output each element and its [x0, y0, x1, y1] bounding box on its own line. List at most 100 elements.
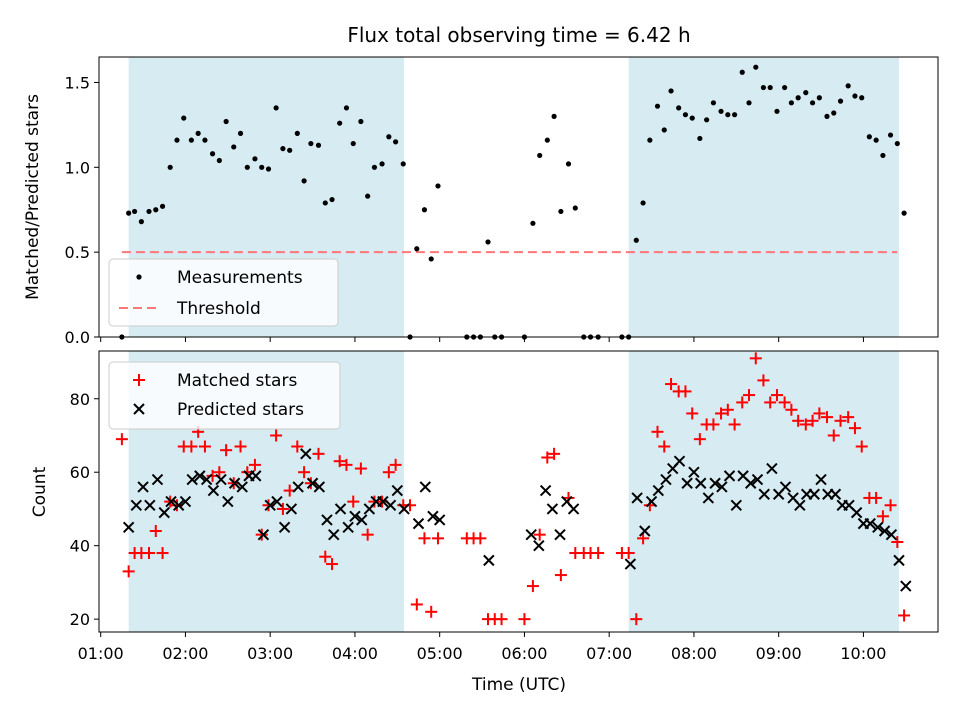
measurement-point — [252, 156, 258, 162]
measurement-point — [386, 134, 392, 140]
predicted-star-point — [533, 539, 545, 552]
predicted-star-point — [900, 580, 912, 592]
predicted-star-point — [342, 521, 354, 534]
predicted-star-point — [624, 558, 637, 570]
predicted-star-point — [723, 470, 736, 482]
measurement-point — [753, 64, 759, 70]
measurement-point — [237, 130, 244, 136]
matched-star-point — [658, 440, 671, 453]
top-legend: Measurements Threshold — [108, 258, 339, 327]
bottom-legend-box — [108, 361, 341, 430]
matched-star-point — [361, 528, 374, 541]
matched-star-point — [340, 458, 353, 471]
matched-star-point — [813, 407, 826, 420]
matched-star-point — [770, 389, 783, 402]
predicted-star-point — [313, 481, 326, 493]
predicted-star-point — [349, 510, 361, 523]
matched-star-point — [630, 613, 643, 626]
predicted-star-point — [165, 495, 177, 508]
bottom-shaded-span-1 — [628, 351, 900, 632]
bottom-y-axis-label: Count — [30, 466, 50, 517]
measurement-point — [710, 100, 717, 106]
legend-marker-predicted — [133, 403, 145, 415]
measurement-point — [287, 147, 293, 153]
predicted-star-point — [483, 554, 495, 567]
predicted-star-point — [815, 473, 827, 486]
legend-label-threshold: Threshold — [176, 299, 261, 319]
matched-star-point — [541, 451, 554, 464]
matched-star-point — [743, 389, 756, 402]
chart-title: Flux total observing time = 6.42 h — [347, 23, 690, 47]
predicted-stars-series — [122, 448, 912, 592]
measurement-point — [788, 100, 794, 106]
measurement-point — [280, 146, 286, 152]
predicted-star-point — [645, 495, 658, 508]
matched-star-point — [213, 466, 226, 479]
matched-star-point — [198, 440, 211, 453]
measurement-point — [760, 84, 767, 91]
predicted-star-point — [222, 495, 234, 508]
measurement-point — [558, 208, 564, 215]
measurement-point — [393, 139, 399, 145]
measurement-point — [866, 134, 872, 140]
predicted-star-point — [702, 492, 715, 504]
measurement-point — [852, 93, 858, 99]
predicted-star-point — [681, 477, 693, 489]
predicted-star-point — [200, 473, 213, 486]
predicted-star-point — [673, 455, 686, 467]
measurement-point — [485, 239, 491, 245]
matched-star-point — [848, 422, 861, 435]
matched-star-point — [333, 455, 346, 468]
predicted-star-point — [306, 477, 319, 489]
predicted-star-point — [433, 514, 446, 526]
matched-star-point — [389, 458, 402, 471]
matched-star-point — [728, 418, 741, 431]
measurement-point — [421, 207, 428, 213]
predicted-star-point — [300, 448, 312, 460]
matched-star-point — [347, 495, 360, 508]
legend-marker-matched — [133, 374, 145, 386]
bottom-y-tick-label: 80 — [70, 390, 90, 409]
predicted-star-point — [172, 499, 185, 511]
measurement-point — [880, 152, 886, 159]
predicted-star-point — [391, 484, 404, 497]
measurement-point — [887, 132, 894, 138]
bottom-x-tick-label: 04:00 — [332, 644, 378, 663]
measurement-point — [782, 84, 788, 91]
measurement-point — [181, 115, 187, 121]
matched-star-point — [891, 536, 904, 549]
predicted-star-point — [137, 481, 149, 493]
measurement-point — [301, 178, 307, 184]
matched-star-point — [785, 403, 798, 416]
measurement-point — [308, 140, 314, 147]
matched-star-point — [592, 547, 605, 560]
measurement-point — [209, 151, 216, 157]
predicted-star-point — [236, 481, 248, 493]
measurement-point — [774, 108, 780, 114]
bottom-axes-frame — [98, 350, 939, 633]
measurement-point — [153, 207, 159, 213]
bottom-legend: Matched stars Predicted stars — [108, 361, 341, 430]
bottom-y-tick-label: 60 — [70, 463, 90, 482]
measurement-point — [537, 152, 543, 159]
matched-star-point — [898, 609, 911, 622]
predicted-star-point — [321, 514, 333, 526]
matched-star-point — [651, 425, 664, 438]
measurement-point — [358, 118, 364, 125]
matched-star-point — [533, 528, 546, 541]
predicted-star-point — [829, 488, 842, 500]
measurement-point — [894, 140, 900, 147]
bottom-x-ticks: 01:00 02:00 03:00 04:00 05:00 06:00 07:00 08:00… — [78, 632, 886, 663]
matched-star-point — [474, 532, 487, 545]
measurement-point — [901, 210, 907, 216]
matched-star-point — [855, 440, 868, 453]
measurement-point — [379, 161, 385, 167]
predicted-star-point — [250, 470, 262, 482]
matched-star-point — [842, 411, 855, 424]
top-legend-box — [108, 258, 339, 327]
measurement-point — [837, 98, 844, 104]
predicted-star-point — [567, 503, 580, 515]
predicted-star-point — [328, 528, 340, 541]
